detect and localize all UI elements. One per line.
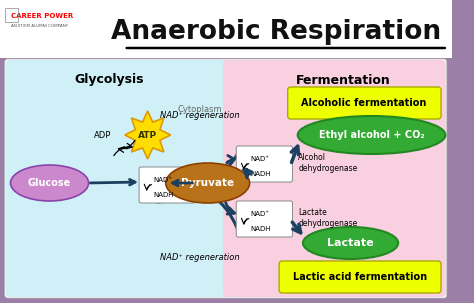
Ellipse shape <box>10 165 89 201</box>
FancyBboxPatch shape <box>5 59 447 298</box>
FancyBboxPatch shape <box>6 60 228 297</box>
Text: NAD⁺ regeneration: NAD⁺ regeneration <box>160 111 240 119</box>
Text: NAD⁺: NAD⁺ <box>251 156 270 162</box>
FancyBboxPatch shape <box>0 0 452 58</box>
FancyBboxPatch shape <box>236 201 292 237</box>
Text: ATP: ATP <box>138 131 157 139</box>
Text: NADH: NADH <box>251 226 271 232</box>
Text: NAD⁺: NAD⁺ <box>154 177 173 183</box>
Text: Cytoplasm: Cytoplasm <box>178 105 222 115</box>
FancyArrowPatch shape <box>157 152 238 185</box>
Text: Lactic acid fermentation: Lactic acid fermentation <box>293 272 427 282</box>
Text: Glycolysis: Glycolysis <box>75 74 144 86</box>
Text: Alcoholic fermentation: Alcoholic fermentation <box>301 98 427 108</box>
Text: NADH: NADH <box>251 171 271 177</box>
Text: ADP: ADP <box>94 131 111 139</box>
FancyArrowPatch shape <box>158 191 239 232</box>
Text: Ethyl alcohol + CO₂: Ethyl alcohol + CO₂ <box>319 130 424 140</box>
Text: Alcohol
dehydrogenase: Alcohol dehydrogenase <box>298 153 357 173</box>
FancyArrowPatch shape <box>227 155 234 163</box>
FancyBboxPatch shape <box>223 60 446 297</box>
Text: CAREER POWER: CAREER POWER <box>11 13 73 19</box>
Text: Glucose: Glucose <box>28 178 71 188</box>
Text: Fermentation: Fermentation <box>296 74 390 86</box>
Text: NADH: NADH <box>154 192 174 198</box>
Ellipse shape <box>303 227 398 259</box>
Text: Pyruvate: Pyruvate <box>181 178 234 188</box>
FancyBboxPatch shape <box>236 146 292 182</box>
Polygon shape <box>125 111 171 159</box>
FancyBboxPatch shape <box>288 87 441 119</box>
Ellipse shape <box>166 163 250 203</box>
Ellipse shape <box>298 116 446 154</box>
Text: Lactate
dehydrogenase: Lactate dehydrogenase <box>298 208 357 228</box>
Text: NAD⁺: NAD⁺ <box>251 211 270 217</box>
Text: NAD⁺ regeneration: NAD⁺ regeneration <box>160 254 240 262</box>
FancyArrowPatch shape <box>226 203 235 214</box>
Text: Lactate: Lactate <box>327 238 374 248</box>
FancyBboxPatch shape <box>139 167 195 203</box>
FancyBboxPatch shape <box>279 261 441 293</box>
Text: AN IIT/IIM ALUMNI COMPANY: AN IIT/IIM ALUMNI COMPANY <box>11 24 69 28</box>
Text: Anaerobic Respiration: Anaerobic Respiration <box>111 19 441 45</box>
